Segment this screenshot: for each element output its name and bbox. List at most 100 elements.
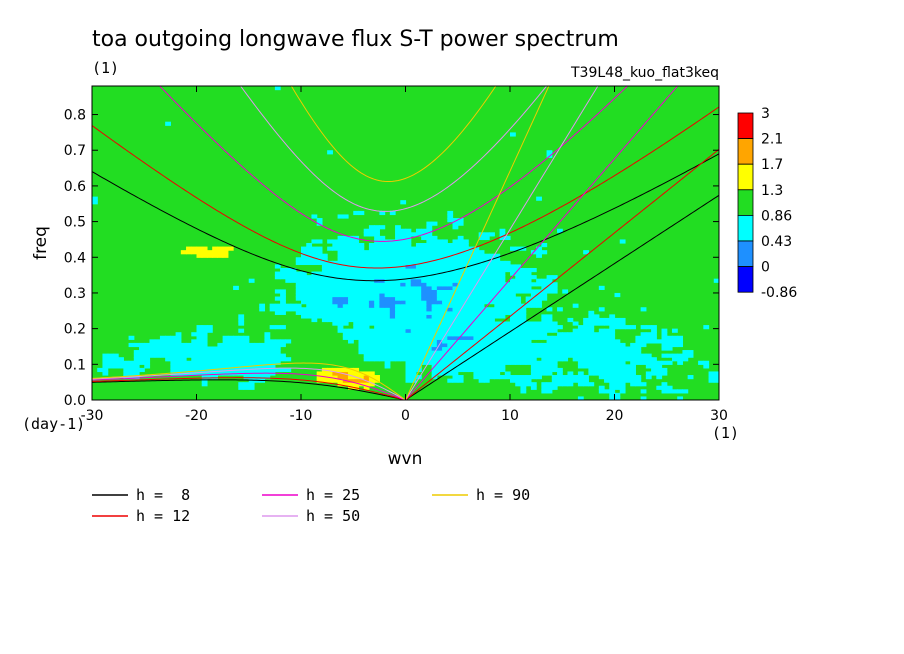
heatmap-cell bbox=[97, 367, 104, 373]
heatmap-cell bbox=[410, 321, 417, 326]
heatmap-cell bbox=[358, 250, 365, 255]
heatmap-cell bbox=[442, 267, 448, 273]
heatmap-cell bbox=[368, 339, 375, 344]
heatmap-cell bbox=[489, 346, 495, 351]
heatmap-cell bbox=[583, 335, 589, 340]
heatmap-cell bbox=[431, 239, 438, 244]
heatmap-cell bbox=[572, 346, 579, 351]
heatmap-cell bbox=[332, 260, 339, 266]
heatmap-cell bbox=[295, 257, 302, 262]
heatmap-cell bbox=[374, 271, 380, 276]
heatmap-cell bbox=[530, 382, 537, 387]
heatmap-cell bbox=[384, 243, 391, 248]
heatmap-cell bbox=[389, 292, 396, 298]
heatmap-cell bbox=[400, 353, 407, 358]
heatmap-cell bbox=[546, 357, 553, 362]
heatmap-cell bbox=[499, 264, 506, 269]
heatmap-cell bbox=[253, 357, 260, 362]
heatmap-cell bbox=[170, 371, 177, 376]
heatmap-cell bbox=[342, 303, 349, 308]
heatmap-cell bbox=[452, 218, 459, 223]
heatmap-cell bbox=[400, 275, 407, 280]
heatmap-cell bbox=[415, 314, 422, 319]
heatmap-cell bbox=[353, 282, 360, 287]
heatmap-cell bbox=[520, 332, 527, 337]
heatmap-cell bbox=[405, 235, 412, 241]
heatmap-cell bbox=[452, 278, 459, 283]
heatmap-cell bbox=[436, 296, 443, 301]
heatmap-cell bbox=[515, 328, 522, 333]
heatmap-cell bbox=[175, 364, 182, 369]
heatmap-cell bbox=[374, 264, 380, 269]
heatmap-cell bbox=[348, 260, 354, 266]
heatmap-cell bbox=[614, 350, 621, 355]
heatmap-cell bbox=[452, 264, 459, 269]
heatmap-cell bbox=[384, 346, 391, 351]
heatmap-cell bbox=[577, 371, 584, 376]
legend-label-h90: h = 90 bbox=[476, 486, 530, 504]
heatmap-cell bbox=[640, 332, 647, 337]
heatmap-cell bbox=[515, 317, 522, 323]
heatmap-cell bbox=[358, 310, 365, 315]
heatmap-cell bbox=[478, 271, 485, 276]
heatmap-cell bbox=[462, 257, 469, 262]
heatmap-cell bbox=[353, 317, 360, 323]
heatmap-cell bbox=[541, 321, 548, 326]
heatmap-cell bbox=[426, 285, 433, 290]
heatmap-cell bbox=[337, 367, 344, 373]
heatmap-cell bbox=[196, 325, 203, 330]
heatmap-cell bbox=[583, 375, 589, 380]
heatmap-cell bbox=[342, 335, 349, 340]
y-tick-label: 0.7 bbox=[64, 143, 86, 159]
heatmap-cell bbox=[238, 382, 245, 387]
heatmap-cell bbox=[410, 310, 417, 315]
heatmap-cell bbox=[353, 292, 360, 298]
heatmap-cell bbox=[389, 267, 396, 273]
heatmap-cell bbox=[374, 267, 380, 273]
heatmap-cell bbox=[170, 335, 177, 340]
heatmap-cell bbox=[374, 307, 380, 312]
heatmap-cell bbox=[180, 342, 187, 348]
heatmap-cell bbox=[588, 382, 595, 387]
heatmap-cell bbox=[321, 267, 328, 273]
heatmap-cell bbox=[410, 346, 417, 351]
heatmap-cell bbox=[332, 378, 339, 383]
heatmap-cell bbox=[274, 271, 281, 276]
heatmap-cell bbox=[567, 317, 574, 323]
heatmap-cell bbox=[473, 360, 480, 365]
heatmap-cell bbox=[426, 282, 433, 287]
heatmap-cell bbox=[191, 350, 198, 355]
heatmap-cell bbox=[604, 378, 610, 383]
heatmap-cell bbox=[337, 321, 344, 326]
heatmap-cell bbox=[274, 307, 281, 312]
heatmap-cell bbox=[614, 317, 621, 323]
heatmap-cell bbox=[389, 285, 396, 290]
heatmap-cell bbox=[337, 289, 344, 294]
heatmap-cell bbox=[410, 289, 417, 294]
heatmap-cell bbox=[551, 275, 558, 280]
heatmap-cell bbox=[609, 332, 616, 337]
heatmap-cell bbox=[604, 375, 610, 380]
heatmap-cell bbox=[363, 260, 370, 266]
heatmap-cell bbox=[415, 232, 422, 237]
heatmap-cell bbox=[327, 371, 333, 376]
heatmap-cell bbox=[395, 239, 401, 244]
heatmap-cell bbox=[342, 264, 349, 269]
heatmap-cell bbox=[421, 275, 427, 280]
heatmap-cell bbox=[358, 296, 365, 301]
heatmap-cell bbox=[541, 314, 548, 319]
heatmap-cell bbox=[243, 382, 250, 387]
heatmap-cell bbox=[191, 346, 198, 351]
heatmap-cell bbox=[348, 332, 354, 337]
heatmap-cell bbox=[499, 325, 506, 330]
heatmap-cell bbox=[405, 371, 412, 376]
heatmap-cell bbox=[212, 360, 218, 365]
heatmap-cell bbox=[400, 321, 407, 326]
heatmap-cell bbox=[426, 314, 433, 319]
heatmap-cell bbox=[609, 328, 616, 333]
heatmap-cell bbox=[583, 317, 589, 323]
heatmap-cell bbox=[489, 278, 495, 283]
heatmap-cell bbox=[609, 325, 616, 330]
heatmap-cell bbox=[405, 264, 412, 269]
heatmap-cell bbox=[583, 378, 589, 383]
